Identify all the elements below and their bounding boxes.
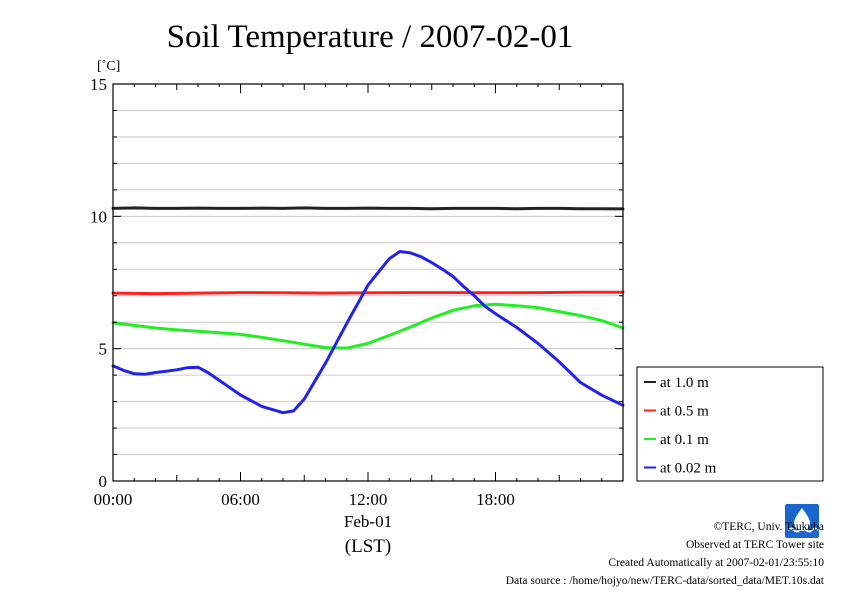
observed-text: Observed at TERC Tower site xyxy=(685,539,824,551)
legend-label: at 0.02 m xyxy=(660,461,717,477)
y-tick-label: 15 xyxy=(90,75,107,94)
created-text: Created Automatically at 2007-02-01/23:5… xyxy=(608,557,824,569)
legend-label: at 1.0 m xyxy=(660,375,709,391)
x-axis-date-label: Feb-01 xyxy=(344,512,392,531)
plot-frame xyxy=(112,83,624,482)
series-layer xyxy=(111,206,625,415)
chart-title: Soil Temperature / 2007-02-01 xyxy=(167,19,574,55)
y-axis-ticks: 0 5 10 15 xyxy=(90,75,623,491)
x-tick-label: 00:00 xyxy=(94,490,133,509)
legend-box xyxy=(636,366,824,482)
legend-label: at 0.1 m xyxy=(660,432,709,448)
legend: at 1.0 m at 0.5 m at 0.1 m at 0.02 m xyxy=(644,375,717,477)
grid-lines xyxy=(113,110,623,455)
y-tick-label: 0 xyxy=(99,472,108,491)
legend-label: at 0.5 m xyxy=(660,404,709,420)
series-line-at-0-5-m xyxy=(111,290,625,296)
y-axis-unit: [˚C] xyxy=(97,59,120,74)
y-tick-label: 10 xyxy=(90,207,107,226)
x-axis-label: (LST) xyxy=(345,536,391,557)
x-tick-label: 06:00 xyxy=(221,490,260,509)
terc-logo xyxy=(784,503,820,544)
series-line-at-0-02-m xyxy=(111,250,625,415)
x-tick-label: 18:00 xyxy=(476,490,515,509)
copyright-text: ©TERC, Univ. Tsukuba xyxy=(713,521,824,533)
x-tick-label: 12:00 xyxy=(349,490,388,509)
y-tick-label: 5 xyxy=(99,340,108,359)
x-axis-ticks: 00:00 06:00 12:00 18:00 xyxy=(94,84,624,509)
source-text: Data source : /home/hojyo/new/TERC-data/… xyxy=(505,575,824,587)
series-line-at-0-1-m xyxy=(111,302,625,350)
series-line-at-1-0-m xyxy=(111,206,625,211)
